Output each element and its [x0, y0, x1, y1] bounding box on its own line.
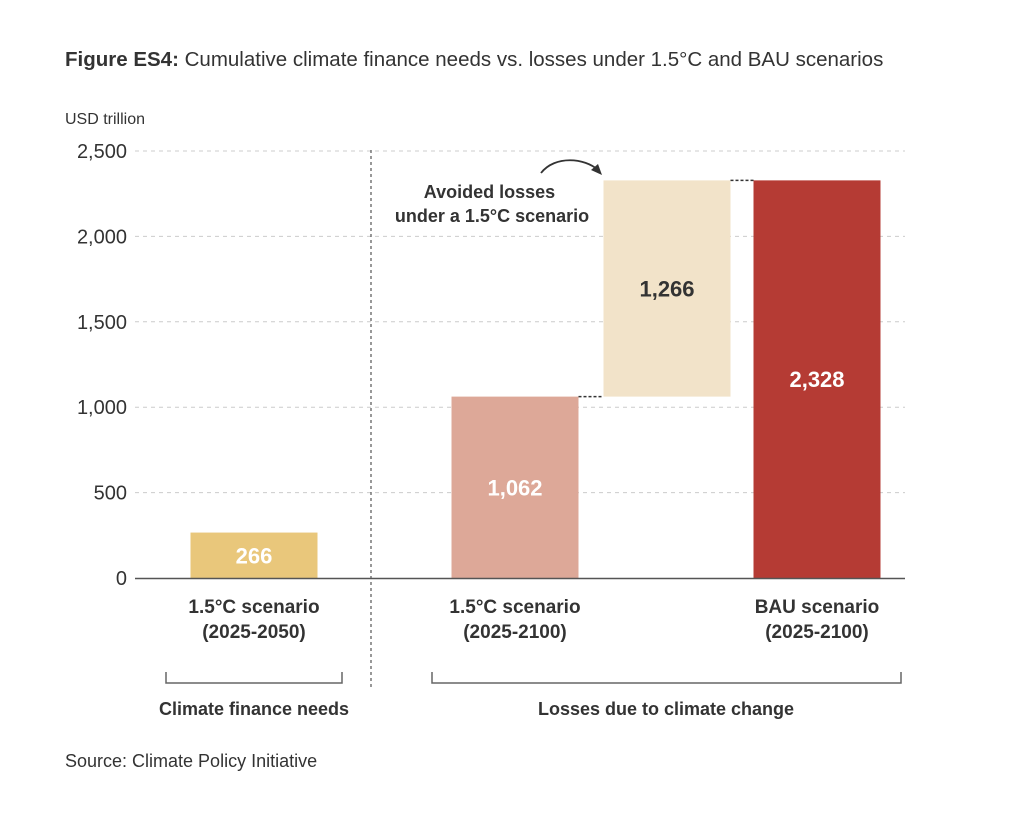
category-label: (2025-2050) [202, 622, 306, 643]
group-label-losses: Losses due to climate change [538, 699, 794, 719]
y-axis-label: USD trillion [65, 111, 145, 128]
y-tick-label: 0 [116, 568, 127, 590]
bar [451, 396, 579, 578]
category-label: (2025-2100) [463, 622, 567, 643]
group-label-climate-finance: Climate finance needs [159, 699, 349, 719]
arrow-head [591, 164, 602, 175]
y-tick-label: 1,500 [77, 312, 127, 334]
y-tick-label: 1,000 [77, 397, 127, 419]
y-tick-label: 2,000 [77, 226, 127, 248]
category-label: (2025-2100) [765, 622, 869, 643]
bracket-climate-finance [165, 672, 343, 684]
bar-value-label: 1,062 [487, 475, 542, 500]
annotation: Avoided losses under a 1.5°C scenario [395, 182, 589, 226]
bar-value-label: 1,266 [639, 276, 694, 301]
source: Source: Climate Policy Initiative [65, 751, 317, 771]
bar-value-label: 266 [236, 543, 273, 568]
bar [753, 180, 881, 578]
y-tick-label: 2,500 [77, 141, 127, 163]
annotation-arrow [540, 159, 599, 174]
chart-title: Figure ES4: Cumulative climate finance n… [65, 48, 883, 71]
y-tick-label: 500 [94, 483, 127, 505]
category-label: BAU scenario [755, 597, 880, 618]
bar [190, 532, 318, 578]
category-label: 1.5°C scenario [188, 597, 319, 618]
bracket-losses [431, 672, 902, 684]
bar [603, 180, 731, 397]
bar-value-label: 2,328 [789, 367, 844, 392]
category-label: 1.5°C scenario [449, 597, 580, 618]
